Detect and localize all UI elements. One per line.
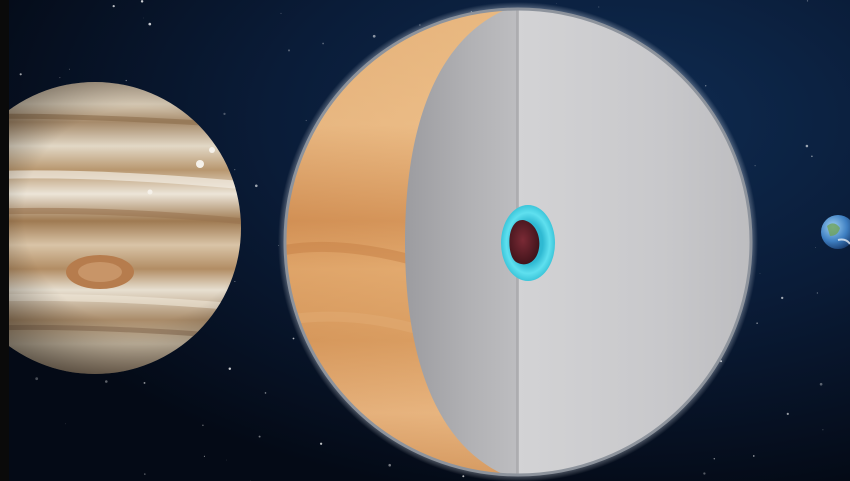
star <box>598 6 600 8</box>
star <box>705 85 707 87</box>
star <box>234 168 236 171</box>
star <box>125 79 127 82</box>
star <box>228 367 232 371</box>
star <box>372 34 376 38</box>
cutaway-sphere-icon <box>278 2 758 481</box>
star <box>258 435 261 438</box>
star <box>815 247 816 248</box>
star <box>388 463 391 467</box>
star <box>305 119 307 122</box>
star <box>234 281 236 283</box>
star <box>223 112 226 116</box>
star <box>822 429 824 431</box>
star <box>254 184 258 188</box>
star <box>280 12 282 14</box>
star <box>754 165 756 167</box>
star <box>816 292 819 294</box>
star <box>249 479 251 481</box>
star <box>202 424 204 427</box>
star <box>806 0 809 2</box>
star <box>703 472 706 475</box>
star <box>143 381 146 384</box>
star <box>105 380 108 383</box>
star <box>713 458 716 460</box>
star <box>811 155 813 158</box>
star <box>756 322 758 324</box>
star <box>805 144 809 148</box>
star <box>753 455 755 457</box>
star <box>322 42 324 45</box>
star <box>786 412 789 416</box>
core-center <box>509 220 540 265</box>
star <box>555 3 557 5</box>
earth-planet-icon <box>821 215 850 249</box>
star <box>264 392 267 394</box>
star <box>68 68 70 70</box>
star <box>59 77 61 79</box>
star <box>781 296 784 300</box>
star <box>144 473 146 475</box>
star <box>203 455 205 457</box>
left-edge-bar <box>0 0 9 481</box>
star <box>148 22 152 26</box>
star <box>292 337 295 340</box>
inner-layer-cut <box>405 9 518 475</box>
star <box>226 459 228 461</box>
star <box>140 0 144 3</box>
star <box>35 377 39 381</box>
star <box>819 382 823 386</box>
star <box>112 4 115 8</box>
star <box>759 273 761 274</box>
star <box>319 442 323 445</box>
star <box>143 17 144 19</box>
star <box>65 423 66 425</box>
star <box>287 49 291 52</box>
jupiter-planet-icon <box>0 82 241 374</box>
star <box>19 73 22 76</box>
